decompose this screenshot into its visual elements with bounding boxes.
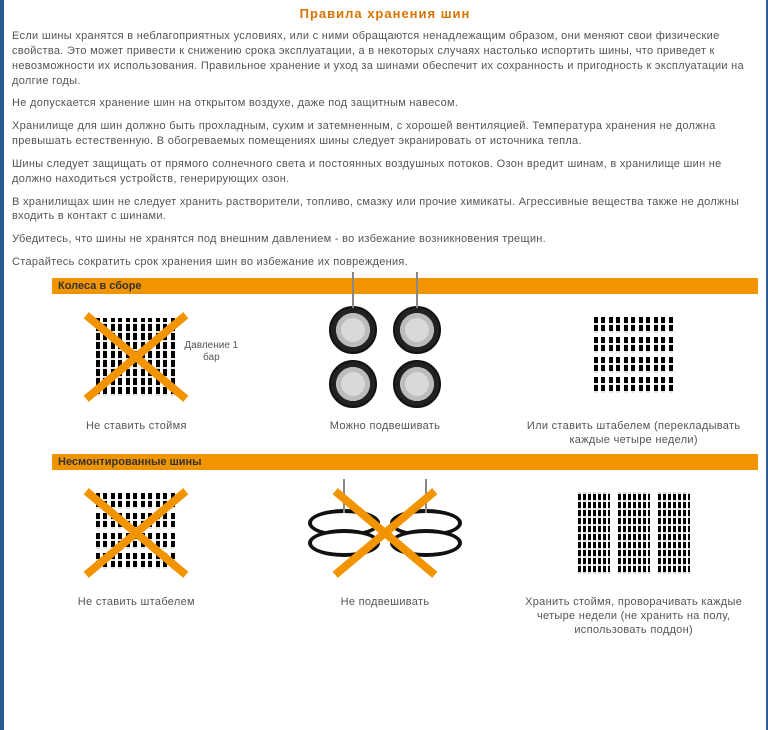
hanging-tires-icon xyxy=(309,509,461,557)
illus-b2 xyxy=(275,476,495,591)
wheel-icon xyxy=(329,360,377,408)
cell-a3: Или ставить штабелем (перекладывать кажд… xyxy=(524,300,744,448)
illus-a1: Давление 1 бар xyxy=(26,300,246,415)
page-container: Правила хранения шин Если шины хранятся … xyxy=(0,0,768,730)
illus-a3 xyxy=(524,300,744,415)
intro-para-6: Убедитесь, что шины не хранятся под внеш… xyxy=(12,232,758,247)
caption-a3: Или ставить штабелем (перекладывать кажд… xyxy=(524,419,744,448)
stacked-treads-icon xyxy=(594,317,674,397)
wheel-icon xyxy=(329,306,377,354)
cell-b2: Не подвешивать xyxy=(275,476,495,609)
cell-a1: Давление 1 бар Не ставить стоймя xyxy=(26,300,246,433)
row-assembled: Давление 1 бар Не ставить стоймя Можно п… xyxy=(12,300,758,448)
illus-b1 xyxy=(26,476,246,591)
wheel-icon xyxy=(393,360,441,408)
intro-para-1: Если шины хранятся в неблагоприятных усл… xyxy=(12,29,758,88)
cell-b3: Хранить стоймя, проворачивать каждые чет… xyxy=(524,476,744,638)
caption-b3: Хранить стоймя, проворачивать каждые чет… xyxy=(524,595,744,638)
intro-para-4: Шины следует защищать от прямого солнечн… xyxy=(12,157,758,187)
stacked-treads-icon xyxy=(96,493,176,573)
caption-a2: Можно подвешивать xyxy=(275,419,495,433)
caption-b2: Не подвешивать xyxy=(275,595,495,609)
section-header-unmounted: Несмонтированные шины xyxy=(52,454,758,470)
page-title: Правила хранения шин xyxy=(12,6,758,21)
intro-para-7: Старайтесь сократить срок хранения шин в… xyxy=(12,255,758,270)
caption-b1: Не ставить штабелем xyxy=(26,595,246,609)
hanging-wheels-icon xyxy=(329,306,441,408)
standing-tires-icon xyxy=(578,492,690,574)
illus-a2 xyxy=(275,300,495,415)
row-unmounted: Не ставить штабелем Не подвешивать xyxy=(12,476,758,638)
section-header-assembled: Колеса в сборе xyxy=(52,278,758,294)
intro-para-3: Хранилище для шин должно быть прохладным… xyxy=(12,119,758,149)
tread-icon xyxy=(96,318,176,396)
illus-b3 xyxy=(524,476,744,591)
cell-b1: Не ставить штабелем xyxy=(26,476,246,609)
pressure-note: Давление 1 бар xyxy=(181,340,241,364)
cell-a2: Можно подвешивать xyxy=(275,300,495,433)
intro-para-5: В хранилищах шин не следует хранить раст… xyxy=(12,195,758,225)
caption-a1: Не ставить стоймя xyxy=(26,419,246,433)
wheel-icon xyxy=(393,306,441,354)
intro-para-2: Не допускается хранение шин на открытом … xyxy=(12,96,758,111)
